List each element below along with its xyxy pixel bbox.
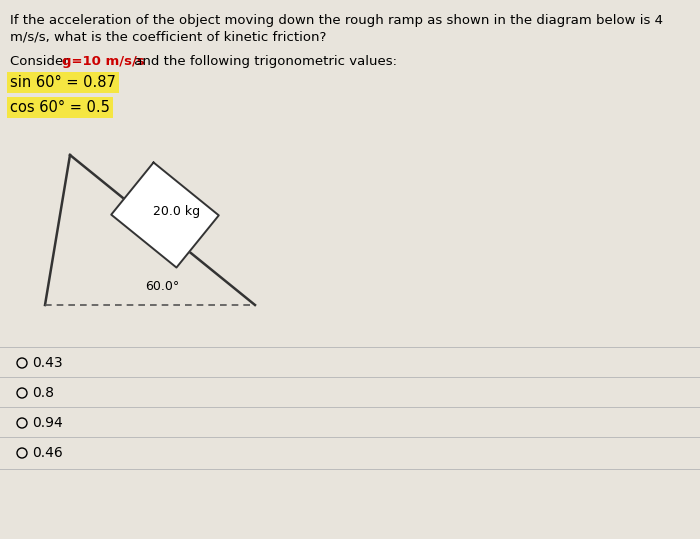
Text: 0.8: 0.8 (32, 386, 54, 400)
Text: 0.46: 0.46 (32, 446, 63, 460)
Text: 0.43: 0.43 (32, 356, 62, 370)
Text: m/s/s, what is the coefficient of kinetic friction?: m/s/s, what is the coefficient of kineti… (10, 30, 326, 43)
Text: and the following trigonometric values:: and the following trigonometric values: (130, 55, 397, 68)
Text: 0.94: 0.94 (32, 416, 63, 430)
Text: 60.0°: 60.0° (145, 280, 179, 294)
Text: Consider: Consider (10, 55, 73, 68)
Text: If the acceleration of the object moving down the rough ramp as shown in the dia: If the acceleration of the object moving… (10, 14, 663, 27)
Text: cos 60° = 0.5: cos 60° = 0.5 (10, 100, 110, 115)
Text: 20.0 kg: 20.0 kg (153, 204, 201, 218)
Text: g=10 m/s/s: g=10 m/s/s (62, 55, 145, 68)
Text: sin 60° = 0.87: sin 60° = 0.87 (10, 75, 116, 90)
Polygon shape (111, 162, 219, 267)
